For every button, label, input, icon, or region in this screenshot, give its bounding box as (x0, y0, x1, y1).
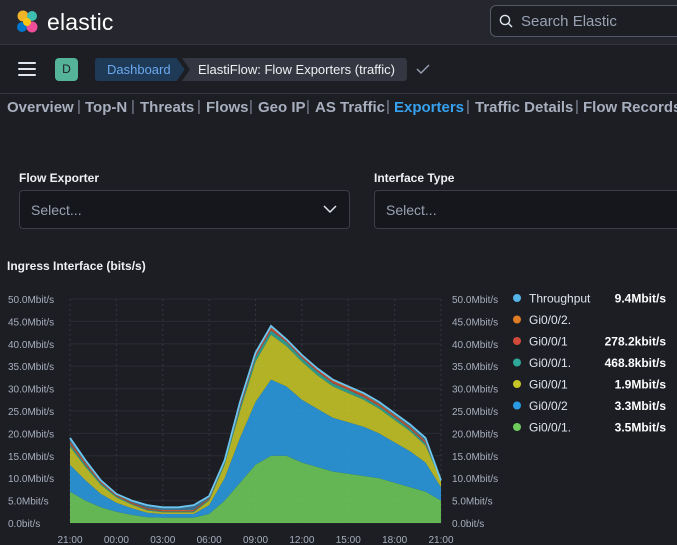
y-tick-label-left: 35.0Mbit/s (8, 362, 54, 373)
x-tick-label: 15:00 (336, 535, 361, 545)
interface-type-label: Interface Type (374, 171, 455, 185)
tab-separator: | (249, 98, 253, 115)
panel-title: Ingress Interface (bits/s) (7, 259, 146, 273)
area-series-gi0-0-1 (70, 455, 441, 523)
search-icon (499, 14, 513, 28)
y-tick-label-left: 0.0bit/s (8, 519, 40, 530)
tab-exporters[interactable]: Exporters (394, 99, 465, 116)
breadcrumb-bar: D Dashboard ElastiFlow: Flow Exporters (… (0, 45, 677, 94)
y-tick-label-left: 50.0Mbit/s (8, 295, 54, 306)
y-tick-label-right: 15.0Mbit/s (452, 452, 498, 463)
x-tick-label: 06:00 (197, 535, 222, 545)
x-tick-label: 09:00 (243, 535, 268, 545)
y-tick-label-left: 40.0Mbit/s (8, 340, 54, 351)
legend-label: Gi0/0/2. (529, 313, 571, 327)
tab-flow-records[interactable]: Flow Records (583, 99, 677, 116)
breadcrumb-current-dashboard: ElastiFlow: Flow Exporters (traffic) (182, 58, 407, 81)
tab-separator: | (131, 98, 135, 115)
legend-label: Gi0/0/1. (529, 421, 571, 435)
legend-value: 468.8kbit/s (605, 356, 667, 370)
y-tick-label-left: 15.0Mbit/s (8, 452, 54, 463)
tab-separator: | (466, 98, 470, 115)
y-tick-label-right: 50.0Mbit/s (452, 295, 498, 306)
area-series-gi0-0-1 (70, 334, 441, 514)
tab-traffic-details[interactable]: Traffic Details (475, 99, 574, 116)
legend-swatch (513, 315, 521, 324)
tab-threats[interactable]: Threats (140, 99, 195, 116)
tab-separator: | (77, 98, 81, 115)
flow-exporter-select[interactable]: Select... (19, 190, 350, 229)
breadcrumb-dashboard[interactable]: Dashboard (95, 58, 185, 81)
y-tick-label-right: 0.0bit/s (452, 519, 484, 530)
flow-exporter-label: Flow Exporter (19, 171, 100, 185)
dashboard-tabs: Overview | Top-N | Threats | Flows | Geo… (0, 93, 677, 123)
brand-name: elastic (47, 9, 114, 35)
y-tick-label-left: 20.0Mbit/s (8, 429, 54, 440)
y-tick-label-right: 40.0Mbit/s (452, 340, 498, 351)
legend-label: Gi0/0/2 (529, 399, 568, 413)
tab-overview[interactable]: Overview (7, 99, 74, 116)
space-avatar[interactable]: D (55, 58, 78, 81)
legend-label: Gi0/0/1. (529, 356, 571, 370)
x-tick-label: 21:00 (57, 535, 82, 545)
tab-top-n[interactable]: Top-N (85, 99, 128, 116)
y-tick-label-right: 25.0Mbit/s (452, 407, 498, 418)
flow-exporter-placeholder: Select... (31, 202, 82, 218)
tab-flows[interactable]: Flows (206, 99, 249, 116)
legend-label: Gi0/0/1 (529, 335, 568, 349)
legend-swatch (513, 294, 521, 302)
global-search[interactable] (490, 5, 677, 37)
elastic-logo-icon[interactable] (14, 9, 40, 35)
legend-swatch (513, 358, 521, 367)
tab-separator: | (386, 98, 390, 115)
x-tick-label: 03:00 (150, 535, 175, 545)
legend-swatch (513, 380, 521, 388)
legend-value: 1.9Mbit/s (615, 378, 667, 392)
legend-label: Throughput (529, 292, 591, 306)
top-header: elastic (0, 0, 677, 45)
x-tick-label: 12:00 (289, 535, 314, 545)
legend-value: 278.2kbit/s (605, 335, 667, 349)
legend-label: Gi0/0/1 (529, 378, 568, 392)
chevron-down-icon (323, 205, 337, 214)
x-tick-label: 00:00 (104, 535, 129, 545)
x-tick-label: 21:00 (428, 535, 453, 545)
x-tick-label: 18:00 (382, 535, 407, 545)
tab-separator: | (306, 98, 310, 115)
check-icon[interactable] (416, 63, 430, 75)
legend-value: 3.5Mbit/s (615, 421, 667, 435)
legend-swatch (513, 401, 521, 410)
y-tick-label-left: 10.0Mbit/s (8, 474, 54, 485)
area-series-gi0-0-2 (70, 379, 441, 518)
y-tick-label-left: 30.0Mbit/s (8, 385, 54, 396)
tab-separator: | (197, 98, 201, 115)
tab-separator: | (575, 98, 579, 115)
y-tick-label-left: 45.0Mbit/s (8, 317, 54, 328)
legend-swatch (513, 423, 521, 431)
line-throughput (69, 324, 442, 509)
y-tick-label-left: 25.0Mbit/s (8, 407, 54, 418)
y-tick-label-right: 35.0Mbit/s (452, 362, 498, 373)
y-tick-label-left: 5.0Mbit/s (8, 497, 49, 508)
y-tick-label-right: 30.0Mbit/s (452, 385, 498, 396)
tab-geo-ip[interactable]: Geo IP (258, 99, 306, 116)
interface-type-placeholder: Select... (386, 202, 437, 218)
menu-toggle-button[interactable] (18, 62, 36, 76)
legend-swatch (513, 337, 521, 345)
tab-as-traffic[interactable]: AS Traffic (315, 99, 386, 116)
y-tick-label-right: 45.0Mbit/s (452, 317, 498, 328)
legend-value: 9.4Mbit/s (615, 292, 667, 306)
search-input[interactable] (521, 6, 677, 36)
y-tick-label-right: 20.0Mbit/s (452, 429, 498, 440)
legend-value: 3.3Mbit/s (615, 399, 667, 413)
y-tick-label-right: 5.0Mbit/s (452, 497, 493, 508)
ingress-interface-chart[interactable]: 0.0bit/s 0.0bit/s 5.0Mbit/s 5.0Mbit/s 10.0Mb… (0, 285, 677, 545)
y-tick-label-right: 10.0Mbit/s (452, 474, 498, 485)
interface-type-select[interactable]: Select... (374, 190, 677, 229)
